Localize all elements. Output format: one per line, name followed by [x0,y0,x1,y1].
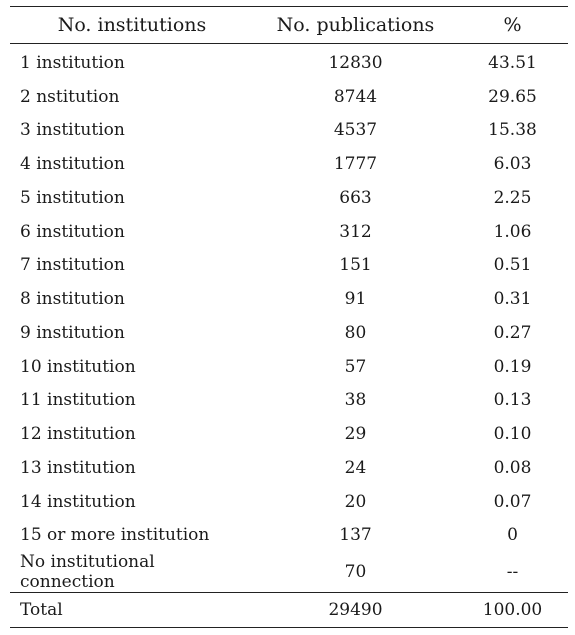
table-row: 13 institution 24 0.08 [10,451,568,485]
table-row: 9 institution 80 0.27 [10,316,568,350]
table-row: 5 institution 663 2.25 [10,181,568,215]
row-publications: 1777 [333,154,378,175]
publications-table-container: No. institutions No. publications % 1 in… [10,6,568,629]
row-publications: 20 [344,491,367,512]
row-percent: 0.10 [493,424,532,445]
row-publications: 29 [344,424,367,445]
row-publications: 4537 [333,120,378,141]
row-publications: 137 [339,525,372,546]
row-percent: 0.07 [493,491,532,512]
table-row: 7 institution 151 0.51 [10,249,568,283]
table-footer: Total 29490 100.00 [10,592,568,629]
total-percent: 100.00 [457,592,568,629]
row-label: 14 institution [20,491,136,512]
row-percent: 0.08 [493,457,532,478]
row-label: 12 institution [20,424,136,445]
table-row: 4 institution 1777 6.03 [10,147,568,181]
table-row: 12 institution 29 0.10 [10,417,568,451]
total-row: Total 29490 100.00 [10,592,568,629]
row-label: 9 institution [20,322,125,343]
table-row: 6 institution 312 1.06 [10,215,568,249]
row-percent: 2.25 [493,187,532,208]
row-percent: 0.19 [493,356,532,377]
total-label: Total [10,592,254,629]
row-label: 1 institution [20,52,125,73]
row-percent: 43.51 [488,52,537,73]
row-label: 10 institution [20,356,136,377]
table-row: 15 or more institution 137 0 [10,519,568,553]
row-percent: 6.03 [493,154,532,175]
row-publications: 24 [344,457,367,478]
table-row: No institutional connection 70 -- [10,552,568,593]
row-percent: 29.65 [488,86,537,107]
row-label: 13 institution [20,457,136,478]
row-percent: 1.06 [493,221,532,242]
table-header: No. institutions No. publications % [10,6,568,44]
table-body: 1 institution 12830 43.51 2 nstitution 8744 2… [10,44,568,593]
row-label: 4 institution [20,154,125,175]
row-publications: 312 [339,221,372,242]
row-percent: 0 [507,525,518,546]
row-label: 5 institution [20,187,125,208]
row-publications: 663 [339,187,372,208]
row-percent: 0.31 [493,289,532,310]
row-publications: 80 [344,322,367,343]
row-label: 8 institution [20,289,125,310]
header-no-publications: No. publications [254,6,457,44]
row-label: 6 institution [20,221,125,242]
row-label: 15 or more institution [20,525,210,546]
row-percent: 0.13 [493,390,532,411]
row-publications: 12830 [328,52,383,73]
institutions-publications-table: No. institutions No. publications % 1 in… [10,6,568,629]
table-row: 8 institution 91 0.31 [10,282,568,316]
row-publications: 38 [344,390,367,411]
table-row: 1 institution 12830 43.51 [10,44,568,80]
table-row: 3 institution 4537 15.38 [10,114,568,148]
row-publications: 91 [344,289,367,310]
row-label: No institutional connection [20,552,155,593]
header-percent: % [457,6,568,44]
row-label: 3 institution [20,120,125,141]
header-no-institutions: No. institutions [10,6,254,44]
row-publications: 151 [339,255,372,276]
row-publications: 70 [344,562,367,583]
row-percent: 0.27 [493,322,532,343]
row-label: 11 institution [20,390,136,411]
table-row: 14 institution 20 0.07 [10,485,568,519]
header-row: No. institutions No. publications % [10,6,568,44]
row-percent: 0.51 [493,255,532,276]
total-publications: 29490 [254,592,457,629]
row-label: 2 nstitution [20,86,120,107]
table-row: 10 institution 57 0.19 [10,350,568,384]
row-publications: 57 [344,356,367,377]
row-percent: -- [506,562,519,583]
row-percent: 15.38 [488,120,537,141]
table-row: 2 nstitution 8744 29.65 [10,80,568,114]
row-publications: 8744 [333,86,378,107]
row-label: 7 institution [20,255,125,276]
table-row: 11 institution 38 0.13 [10,384,568,418]
